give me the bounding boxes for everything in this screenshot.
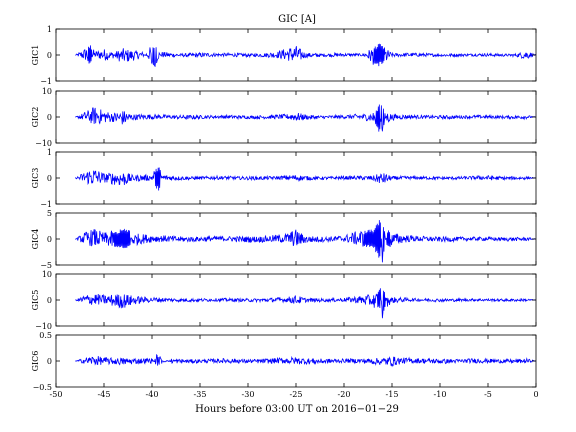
- y-tick-label: −5: [40, 261, 52, 270]
- y-tick-label: 0: [47, 296, 52, 305]
- y-axis-label: GIC2: [31, 107, 40, 128]
- y-axis-label: GIC6: [31, 351, 40, 372]
- panel-2: 10 0 −10 GIC2: [31, 87, 537, 148]
- y-tick-label: 0: [47, 51, 52, 60]
- x-tick-label: -5: [484, 390, 492, 399]
- x-axis-label: Hours before 03:00 UT on 2016−01−29: [195, 404, 399, 415]
- panel-1: 1 0 −1 GIC1: [31, 25, 537, 86]
- x-tick-label: -10: [434, 390, 447, 399]
- gic-trace-5: [75, 288, 537, 319]
- y-tick-label: −10: [35, 139, 52, 148]
- panel-6: 0.50−0.5-50 -45 -40 -35 -30 -25 -20 -15 -10 -5 0GI…: [31, 331, 539, 399]
- gic-trace-6: [75, 353, 537, 368]
- y-axis-label: GIC3: [31, 168, 40, 189]
- y-tick-label: 0: [47, 113, 52, 122]
- panel-4: 5 0 −5 GIC4: [31, 209, 537, 270]
- gic-trace-1: [75, 43, 537, 68]
- y-tick-label: −1: [40, 77, 52, 86]
- x-tick-label: -40: [146, 390, 159, 399]
- y-axis-label: GIC4: [31, 229, 40, 250]
- y-tick-label: 1: [47, 148, 52, 157]
- chart-title: GIC [A]: [278, 14, 316, 25]
- panel-5: 10 0 −10 GIC5: [31, 270, 537, 331]
- x-tick-label: -20: [338, 390, 351, 399]
- y-tick-label: 0.5: [39, 331, 52, 340]
- y-tick-label: 10: [42, 270, 52, 279]
- y-tick-label: 0: [47, 235, 52, 244]
- y-tick-label: −0.5: [33, 383, 52, 392]
- y-tick-label: 0: [47, 174, 52, 183]
- x-tick-label: -15: [386, 390, 399, 399]
- y-tick-label: 5: [47, 209, 52, 218]
- panels: 10−1GIC1100−10GIC210−1GIC350−5GIC4100−10…: [31, 25, 539, 399]
- x-tick-label: -30: [242, 390, 255, 399]
- x-tick-label: 0: [533, 390, 538, 399]
- panel-3: 1 0 −1 GIC3: [31, 148, 537, 209]
- gic-trace-3: [75, 167, 537, 191]
- gic-trace-2: [75, 104, 537, 132]
- y-tick-label: −1: [40, 200, 52, 209]
- x-tick-label: -50: [50, 390, 63, 399]
- x-tick-label: -35: [194, 390, 207, 399]
- y-tick-label: −10: [35, 322, 52, 331]
- y-tick-label: 0: [47, 357, 52, 366]
- x-tick-label: -45: [98, 390, 111, 399]
- x-tick-label: -25: [290, 390, 303, 399]
- y-tick-label: 1: [47, 25, 52, 34]
- y-axis-label: GIC5: [31, 290, 40, 311]
- y-axis-label: GIC1: [31, 45, 40, 66]
- y-tick-label: 10: [42, 87, 52, 96]
- gic-trace-4: [75, 220, 536, 263]
